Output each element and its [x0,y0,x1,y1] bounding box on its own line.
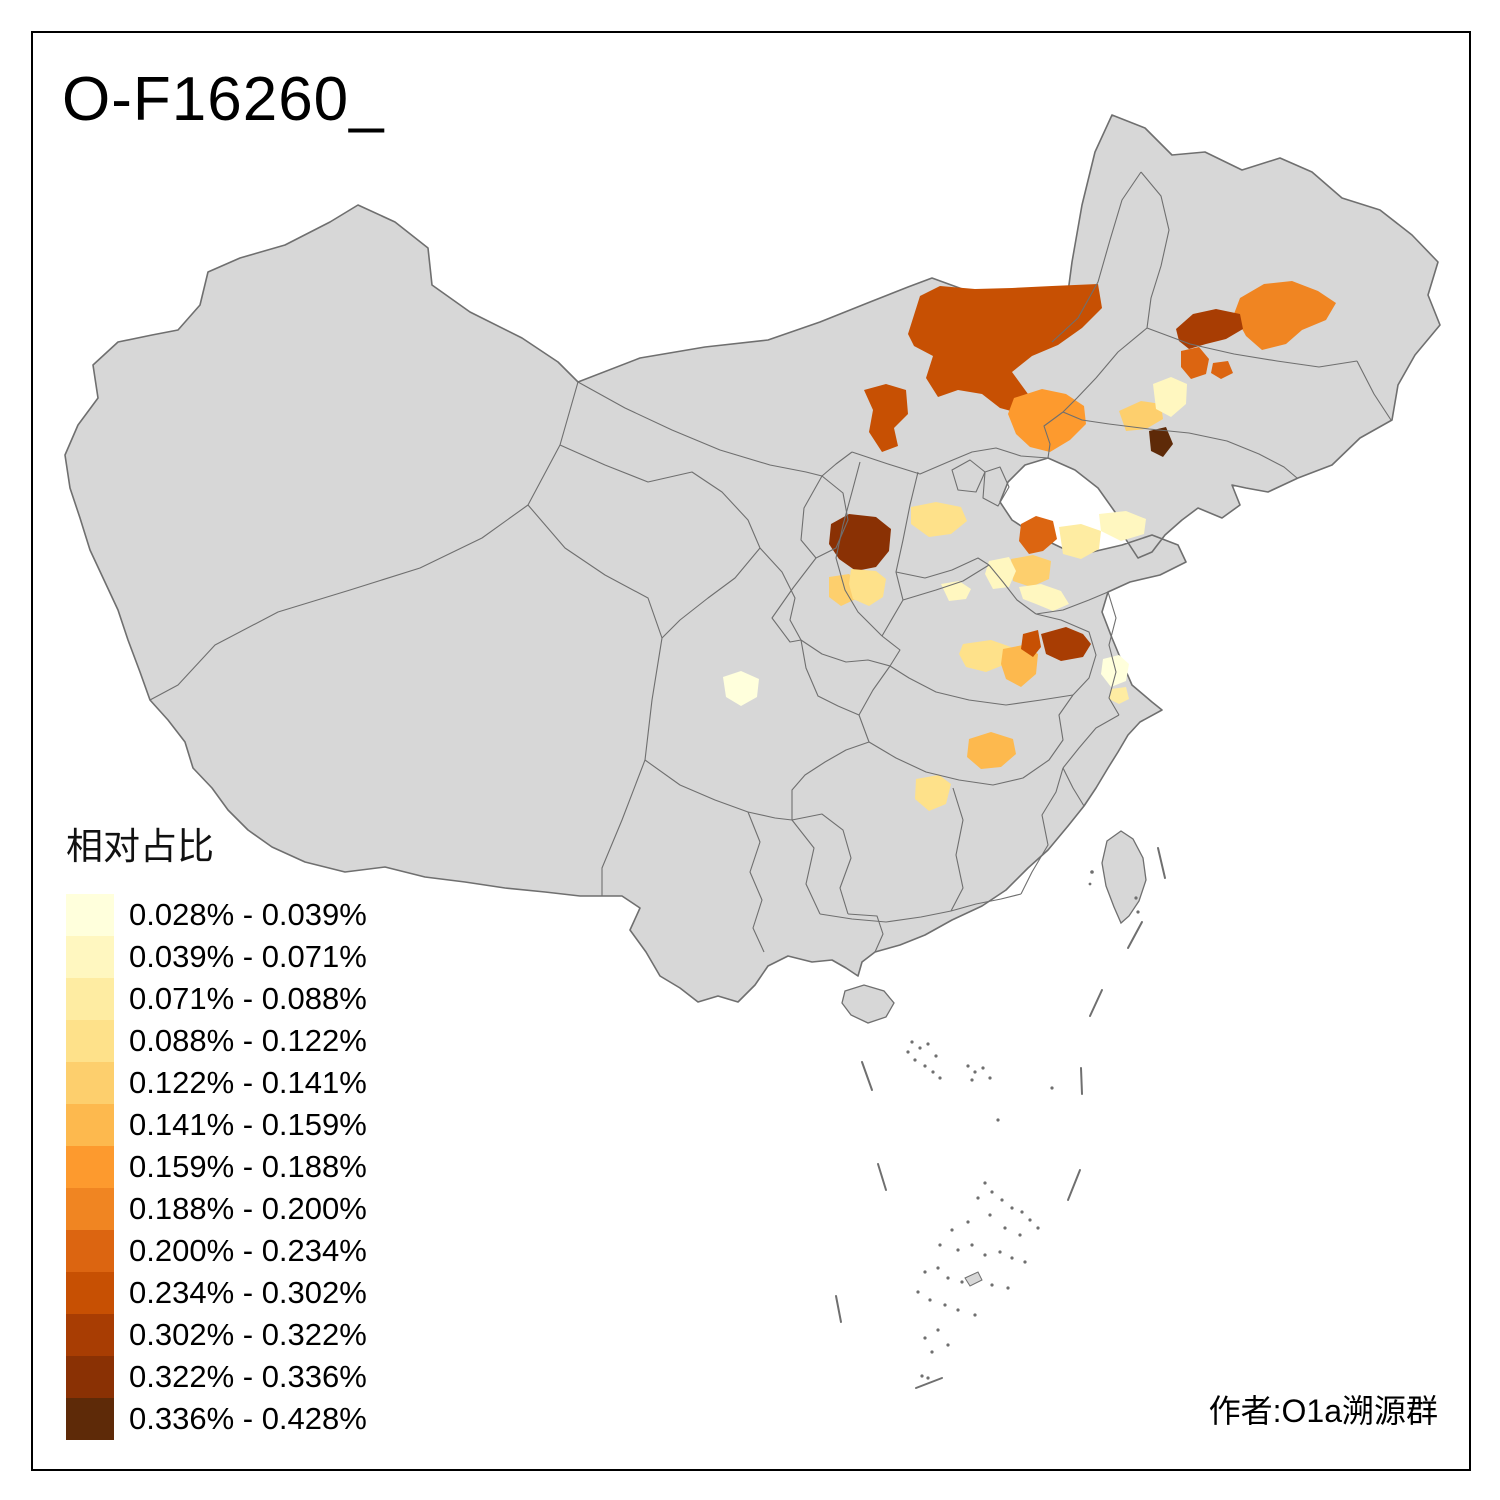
map-region-southwest-shandong [1019,584,1069,611]
map-region-east-hubei [967,732,1016,769]
attribution-text: 作者:O1a溯源群 [1208,1393,1438,1429]
legend-title: 相对占比 [66,826,214,867]
map-region-east-shandong [1099,511,1146,541]
legend-label: 0.039% - 0.071% [129,939,367,974]
legend-swatch [66,936,114,978]
map-region-central-hebei [911,502,967,537]
spratly-islet [964,1271,983,1287]
legend-label: 0.141% - 0.159% [129,1107,367,1142]
legend-label: 0.028% - 0.039% [129,897,367,932]
map-region-southwest-jilin [1119,401,1163,431]
legend-swatch [66,1314,114,1356]
map-region-central-shandong [1059,524,1101,559]
legend-label: 0.122% - 0.141% [129,1065,367,1100]
legend-swatch [66,1230,114,1272]
legend-swatch [66,1356,114,1398]
map-region-east-henan [1041,627,1091,661]
taiwan-island [1101,830,1147,925]
legend-label: 0.302% - 0.322% [129,1317,367,1352]
plot-frame [31,31,1471,1471]
map-region-east-jilin [1211,361,1233,379]
map-region-southeast-inner-mongolia [1008,389,1086,452]
legend-row-11: 0.322% - 0.336% [66,1356,367,1398]
legend-label: 0.088% - 0.122% [129,1023,367,1058]
map-region-southwest-henan [959,640,1011,672]
map-region-southwest-shanxi [849,569,886,606]
legend-swatch [66,1272,114,1314]
legend-row-3: 0.088% - 0.122% [66,1020,367,1062]
map-region-southwest-jiangsu [1109,687,1129,704]
legend-label: 0.188% - 0.200% [129,1191,367,1226]
legend-label: 0.200% - 0.234% [129,1233,367,1268]
map-region-central-heilongjiang [1234,281,1336,350]
legend-rows: 0.028% - 0.039% 0.039% - 0.071% 0.071% - 0… [66,894,367,1440]
legend-row-0: 0.028% - 0.039% [66,894,367,936]
legend-swatch [66,1020,114,1062]
map-region-central-henan [1021,630,1041,657]
hainan-island [841,984,895,1024]
map-region-west-jilin [1176,309,1243,349]
map-region-north-anhui [1101,655,1129,687]
legend-row-5: 0.141% - 0.159% [66,1104,367,1146]
map-region-west-inner-mongolia [864,384,908,452]
legend-label: 0.336% - 0.428% [129,1401,367,1436]
legend-swatch [66,894,114,936]
legend-swatch [66,1188,114,1230]
legend-label: 0.159% - 0.188% [129,1149,367,1184]
legend-swatch [66,1062,114,1104]
legend-row-10: 0.302% - 0.322% [66,1314,367,1356]
legend-swatch [66,978,114,1020]
legend-label: 0.071% - 0.088% [129,981,367,1016]
legend-swatch [66,1146,114,1188]
legend-row-6: 0.159% - 0.188% [66,1146,367,1188]
legend-row-9: 0.234% - 0.302% [66,1272,367,1314]
legend-row-8: 0.200% - 0.234% [66,1230,367,1272]
map-region-south-jilin [1153,377,1187,417]
map-region-central-liaoning [1149,427,1173,457]
legend-swatch [66,1398,114,1440]
legend: 相对占比 0.028% - 0.039% 0.039% - 0.071% 0.071… [66,816,367,1440]
legend-row-2: 0.071% - 0.088% [66,978,367,1020]
map-region-central-inner-mongolia [908,284,1102,414]
legend-row-12: 0.336% - 0.428% [66,1398,367,1440]
province-borders [149,171,1392,953]
legend-row-7: 0.188% - 0.200% [66,1188,367,1230]
island-dots [906,870,1140,1380]
map-region-west-shandong [1011,555,1051,587]
legend-row-1: 0.039% - 0.071% [66,936,367,978]
legend-label: 0.322% - 0.336% [129,1359,367,1394]
nine-dash-line [835,847,1166,1389]
map-region-northwest-shandong [1019,516,1057,554]
map-region-north-hunan [915,775,951,811]
map-region-central-sichuan [723,671,759,706]
legend-row-4: 0.122% - 0.141% [66,1062,367,1104]
legend-swatch [66,1104,114,1146]
legend-label: 0.234% - 0.302% [129,1275,367,1310]
page-title: O-F16260_ [62,65,385,134]
map-region-central-jilin [1181,347,1209,379]
map-region-north-henan [985,557,1016,589]
map-region-south-henan [1001,645,1038,687]
choropleth-regions [723,281,1336,811]
